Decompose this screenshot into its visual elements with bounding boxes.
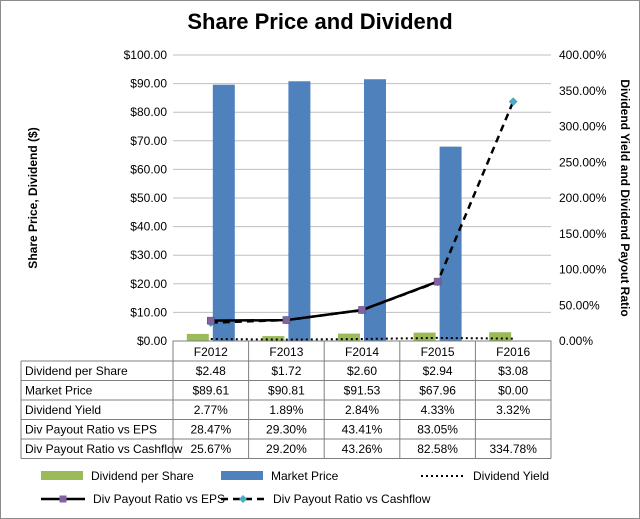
bar-market-price [212, 84, 235, 342]
line-div-payout-cashflow-point [508, 97, 518, 106]
right-tick-label: 400.00% [559, 48, 607, 62]
bar-market-price [288, 81, 311, 342]
table-cell: 83.05% [417, 423, 458, 437]
table-cell: 1.89% [269, 403, 303, 417]
table-row-label: Div Payout Ratio vs EPS [25, 423, 157, 437]
table-cell: 82.58% [417, 442, 458, 456]
bar-market-price [439, 146, 462, 341]
right-tick-label: 150.00% [559, 227, 607, 241]
legend-marker [239, 495, 247, 503]
left-tick-label: $10.00 [130, 305, 167, 319]
table-cell: $3.08 [498, 364, 528, 378]
table-cell: 25.67% [190, 442, 231, 456]
bar-dividend-per-share [262, 336, 285, 341]
left-tick-label: $60.00 [130, 162, 167, 176]
table-cell: 43.41% [342, 423, 383, 437]
right-tick-label: 0.00% [559, 334, 593, 348]
table-cell: 4.33% [421, 403, 455, 417]
bar-dividend-per-share [489, 332, 512, 341]
left-tick-label: $0.00 [137, 334, 167, 348]
table-cell: 43.26% [342, 442, 383, 456]
left-tick-label: $90.00 [130, 77, 167, 91]
bar-dividend-per-share [338, 333, 360, 341]
table-cell: $2.94 [423, 364, 453, 378]
legend-label: Dividend per Share [91, 469, 194, 483]
line-div-payout-eps-point [282, 316, 291, 324]
table-cell: $0.00 [498, 384, 528, 398]
table-cell: $1.72 [271, 364, 301, 378]
legend-label: Market Price [271, 469, 339, 483]
table-row-label: Dividend per Share [25, 364, 128, 378]
right-tick-label: 50.00% [559, 298, 600, 312]
y-axis-left-title: Share Price, Dividend ($) [26, 127, 40, 268]
legend-swatch [221, 471, 263, 480]
table-cell: 334.78% [490, 442, 538, 456]
chart-title: Share Price and Dividend [187, 9, 453, 34]
legend-marker [59, 495, 67, 503]
legend-label: Dividend Yield [473, 469, 549, 483]
x-tick-label: F2013 [269, 345, 303, 359]
left-tick-label: $70.00 [130, 134, 167, 148]
bar-dividend-per-share [186, 333, 209, 341]
right-tick-label: 100.00% [559, 263, 607, 277]
table-cell: $90.81 [268, 384, 305, 398]
x-tick-label: F2015 [421, 345, 455, 359]
line-div-payout-eps [210, 280, 439, 322]
y-axis-right-title: Dividend Yield and Dividend Payout Ratio [618, 79, 632, 316]
table-cell: 29.20% [266, 442, 307, 456]
table-cell: $91.53 [344, 384, 381, 398]
bar-market-price [364, 79, 386, 342]
left-tick-label: $50.00 [130, 191, 167, 205]
line-div-payout-eps-point [207, 316, 215, 325]
table-cell: $67.96 [419, 384, 456, 398]
table-row-label: Div Payout Ratio vs Cashflow [25, 442, 183, 456]
left-tick-label: $30.00 [130, 248, 167, 262]
x-tick-label: F2012 [194, 345, 228, 359]
line-div-payout-eps-point [358, 306, 366, 314]
line-div-payout-cashflow [210, 101, 515, 324]
left-tick-label: $100.00 [124, 48, 168, 62]
x-tick-label: F2016 [496, 345, 530, 359]
table-row-label: Market Price [25, 384, 93, 398]
legend-label: Div Payout Ratio vs EPS [93, 492, 225, 506]
table-cell: 2.84% [345, 403, 379, 417]
right-tick-label: 350.00% [559, 84, 607, 98]
left-tick-label: $40.00 [130, 220, 167, 234]
table-cell: $2.60 [347, 364, 377, 378]
table-row-label: Dividend Yield [25, 403, 101, 417]
table-cell: $2.48 [196, 364, 226, 378]
line-div-payout-eps-point [433, 277, 442, 286]
table-cell: $89.61 [192, 384, 229, 398]
legend-label: Div Payout Ratio vs Cashflow [273, 492, 431, 506]
right-tick-label: 300.00% [559, 120, 607, 134]
right-tick-label: 250.00% [559, 155, 607, 169]
x-tick-label: F2014 [345, 345, 379, 359]
line-dividend-yield [210, 336, 514, 341]
table-cell: 2.77% [194, 403, 228, 417]
table-cell: 28.47% [190, 423, 231, 437]
table-cell: 29.30% [266, 423, 307, 437]
legend-swatch [41, 471, 83, 480]
right-tick-label: 200.00% [559, 191, 607, 205]
left-tick-label: $80.00 [130, 105, 167, 119]
bar-dividend-per-share [413, 332, 436, 341]
table-cell: 3.32% [496, 403, 530, 417]
left-tick-label: $20.00 [130, 277, 167, 291]
